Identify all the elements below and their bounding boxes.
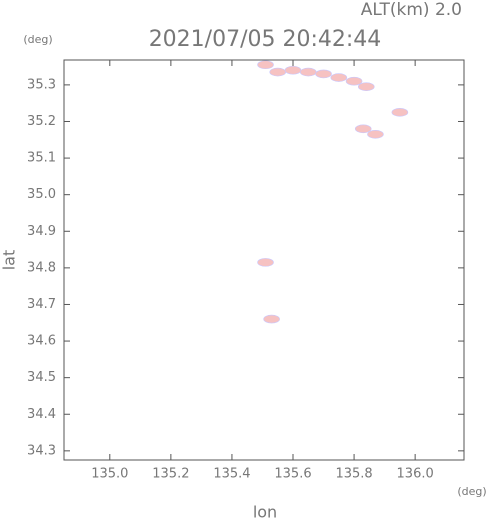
echo-point	[330, 73, 348, 82]
echo-point	[263, 314, 280, 324]
echo-point	[257, 258, 274, 267]
y-tick-label: 34.7	[27, 297, 56, 312]
y-tick-label: 35.2	[27, 114, 56, 129]
annotation: ALT(km) 2.0	[361, 0, 462, 20]
y-tick-label: 35.0	[27, 187, 56, 202]
y-tick-label: 34.6	[27, 334, 56, 349]
x-tick-label: 135.8	[335, 467, 372, 482]
y-tick-label: 34.8	[27, 260, 56, 275]
echo-point	[284, 65, 302, 75]
echo-point	[257, 60, 274, 70]
y-tick-label: 34.3	[27, 443, 56, 458]
x-axis-label: lon	[253, 503, 277, 521]
echo-point	[315, 69, 332, 79]
plot-frame	[63, 59, 465, 461]
x-tick-label: 136.0	[397, 467, 434, 482]
chart-title: 2021/07/05 20:42:44	[149, 27, 382, 52]
echo-point	[367, 129, 384, 139]
y-tick-label: 34.9	[27, 224, 56, 239]
x-tick-label: 135.6	[274, 467, 311, 482]
echo-point	[357, 82, 375, 92]
y-unit: (deg)	[23, 33, 52, 46]
x-tick-label: 135.4	[213, 467, 250, 482]
echo-point	[391, 108, 409, 117]
echo-point	[354, 124, 372, 134]
y-tick-label: 34.4	[27, 407, 56, 422]
echo-point	[345, 76, 363, 86]
echo-point	[299, 67, 317, 77]
x-unit: (deg)	[457, 485, 486, 498]
echo-point	[269, 67, 287, 77]
y-axis-label: lat	[0, 250, 19, 271]
y-tick-label: 34.5	[27, 370, 56, 385]
y-tick-label: 35.1	[27, 151, 56, 166]
x-tick-label: 135.2	[152, 467, 189, 482]
x-tick-label: 135.0	[91, 467, 128, 482]
y-tick-label: 35.3	[27, 77, 56, 92]
